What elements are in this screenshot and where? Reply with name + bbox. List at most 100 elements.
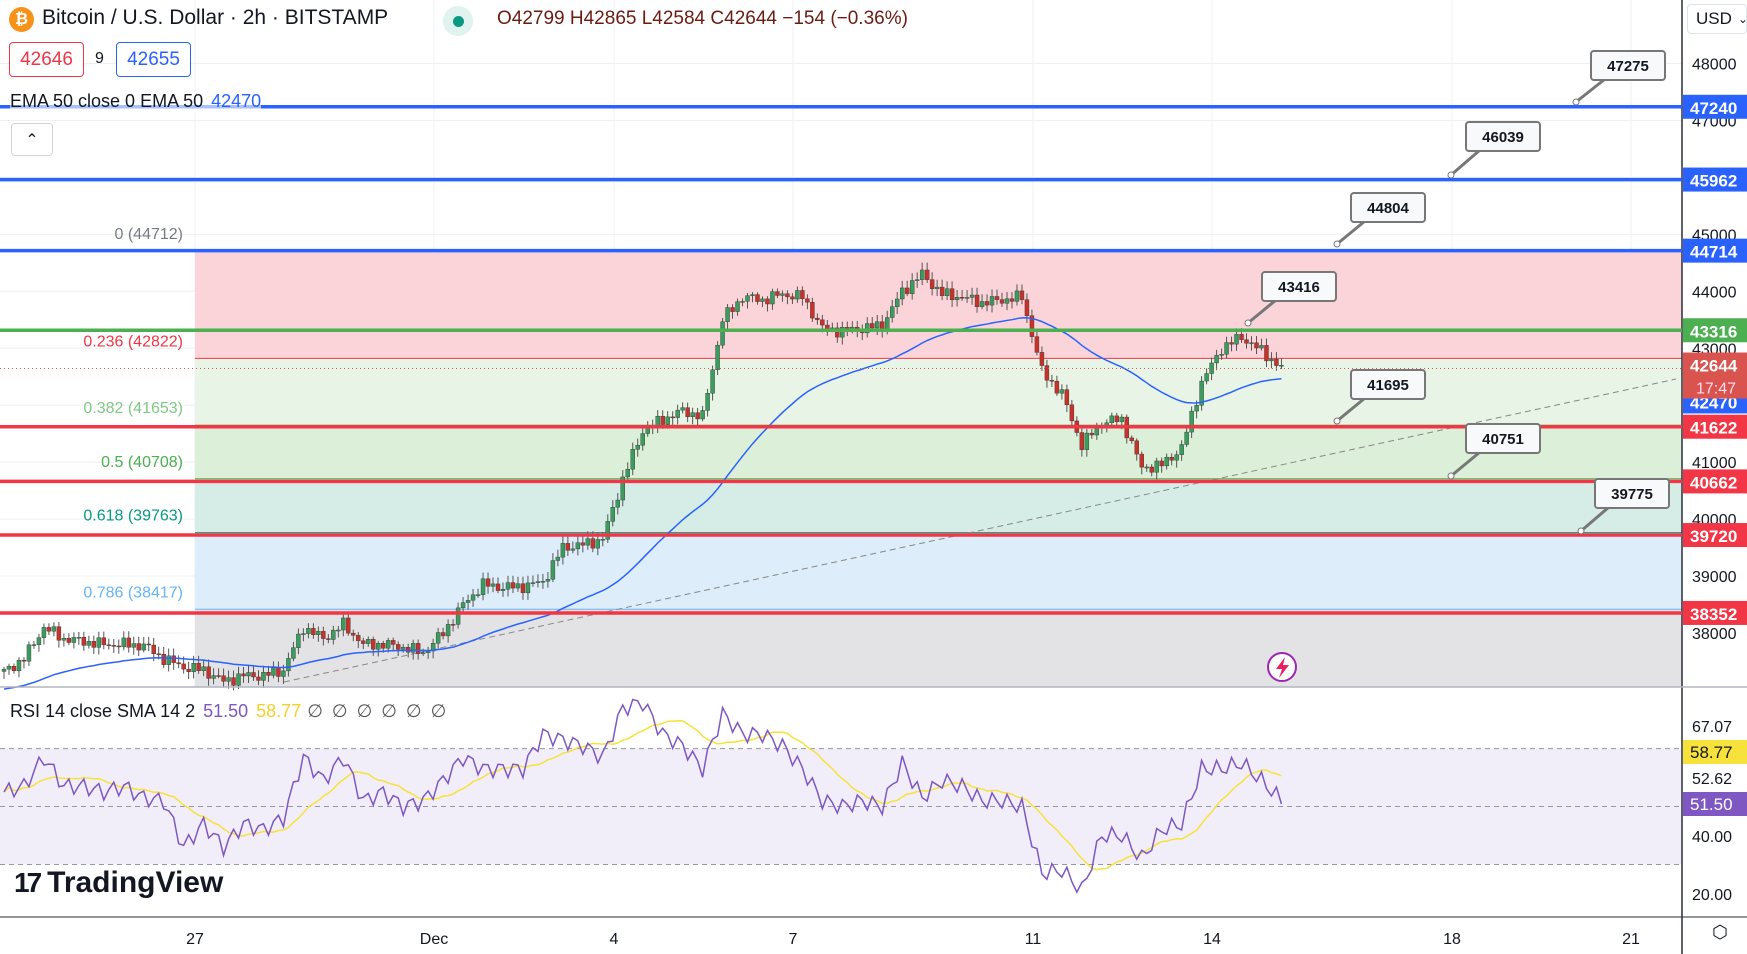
candle-up	[410, 643, 416, 653]
callout-box[interactable]	[1261, 271, 1337, 302]
candle-down	[994, 296, 1000, 300]
tradingview-logo[interactable]: 17 TradingView	[14, 866, 223, 900]
candle-up	[1214, 355, 1219, 364]
candle-down	[510, 582, 516, 589]
candle-down	[485, 578, 491, 587]
candle-up	[296, 633, 301, 648]
sell-button[interactable]: 42646	[9, 42, 84, 77]
candle-down	[450, 624, 456, 626]
time-axis-label: 7	[789, 931, 798, 948]
callout-anchor[interactable]	[1244, 319, 1252, 327]
price-tag	[1683, 238, 1747, 263]
collapse-legend-button[interactable]: ⌃	[11, 123, 53, 156]
candle-down	[21, 659, 27, 662]
fib-level-label: 0.618 (39763)	[83, 508, 183, 525]
callout-box[interactable]	[1350, 192, 1426, 223]
callout-anchor[interactable]	[1577, 527, 1585, 535]
candle-down	[361, 640, 366, 644]
candle-up	[201, 666, 206, 671]
price-tag	[1683, 600, 1747, 625]
candle-up	[291, 647, 296, 659]
callout-anchor[interactable]	[1447, 171, 1455, 179]
candle-down	[415, 643, 421, 654]
currency-select[interactable]: USD ⌄	[1687, 4, 1747, 34]
fib-level-label: 0.382 (41653)	[83, 400, 183, 417]
candle-down	[231, 677, 236, 686]
callout-box[interactable]	[1594, 478, 1670, 509]
callout-box[interactable]	[1590, 50, 1666, 81]
rsi-legend[interactable]: RSI 14 close SMA 14 2 51.50 58.77 ∅ ∅ ∅ ∅ ∅…	[10, 701, 448, 722]
price-tick-label: 41000	[1692, 455, 1737, 472]
candle-down	[949, 288, 955, 301]
candle-up	[26, 644, 32, 662]
candle-down	[820, 319, 825, 326]
candle-down	[660, 415, 665, 425]
callout-pointer	[1450, 450, 1481, 478]
candle-down	[1064, 389, 1070, 405]
candle-up	[236, 673, 241, 686]
candle-down	[1049, 380, 1055, 382]
candle-up	[720, 321, 725, 346]
candle-down	[81, 637, 87, 646]
candle-down	[241, 673, 246, 677]
symbol-title[interactable]: ₿ Bitcoin / U.S. Dollar · 2h · BITSTAMP	[9, 6, 388, 32]
candle-down	[670, 416, 675, 419]
callout-anchor[interactable]	[1447, 472, 1455, 480]
candle-up	[1199, 380, 1204, 406]
buy-button[interactable]: 42655	[116, 42, 191, 77]
candle-up	[401, 646, 406, 650]
callout-label: 40751	[1482, 431, 1524, 448]
candle-down	[939, 286, 945, 296]
candle-up	[1, 668, 7, 672]
callout-anchor[interactable]	[1572, 98, 1580, 106]
rsi-sma-tag	[1683, 740, 1747, 764]
candle-up	[475, 594, 481, 596]
candle-up	[430, 643, 436, 652]
candle-up	[715, 344, 720, 370]
candle-down	[161, 654, 166, 665]
candle-up	[1269, 358, 1274, 362]
callout-pointer	[1336, 219, 1366, 246]
fib-level-label: 0.786 (38417)	[83, 584, 183, 601]
price-tag-label: 39720	[1690, 527, 1737, 546]
candle-up	[86, 641, 92, 646]
candle-up	[740, 301, 745, 303]
candle-down	[91, 641, 97, 648]
candle-down	[984, 301, 990, 306]
candle-up	[61, 638, 67, 641]
bar-countdown: 17:47	[1696, 381, 1736, 398]
candle-down	[326, 638, 331, 640]
candle-up	[914, 279, 920, 281]
rsi-tick-label: 20.00	[1692, 887, 1732, 904]
candle-down	[755, 294, 760, 302]
callout-anchor[interactable]	[1333, 240, 1341, 248]
candle-down	[1034, 336, 1040, 353]
candle-down	[1044, 365, 1050, 381]
bitcoin-icon: ₿	[9, 7, 34, 32]
candle-down	[1139, 453, 1144, 468]
chart-settings-button[interactable]: ⬡	[1705, 922, 1735, 946]
callout-box[interactable]	[1465, 423, 1541, 454]
candle-up	[550, 560, 556, 580]
candle-down	[151, 644, 156, 655]
price-tag	[1683, 318, 1747, 343]
time-axis-label: 11	[1025, 931, 1042, 948]
candle-up	[555, 556, 561, 561]
callout-box[interactable]	[1465, 121, 1541, 152]
callout-box[interactable]	[1350, 369, 1426, 400]
ema-legend[interactable]: EMA 50 close 0 EMA 50 42470	[10, 91, 262, 112]
callout-anchor[interactable]	[1333, 417, 1341, 425]
price-tag-label: 47240	[1690, 99, 1737, 118]
market-status[interactable]	[443, 6, 473, 36]
candle-up	[944, 288, 950, 296]
callout-pointer	[1450, 148, 1481, 177]
candle-down	[1169, 456, 1174, 461]
candle-up	[261, 672, 266, 681]
candle-up	[490, 583, 496, 587]
fib-zone	[195, 250, 1682, 359]
candle-down	[46, 627, 52, 632]
current-price-tag	[1683, 352, 1747, 399]
candle-up	[1279, 364, 1284, 367]
candle-down	[181, 663, 186, 670]
